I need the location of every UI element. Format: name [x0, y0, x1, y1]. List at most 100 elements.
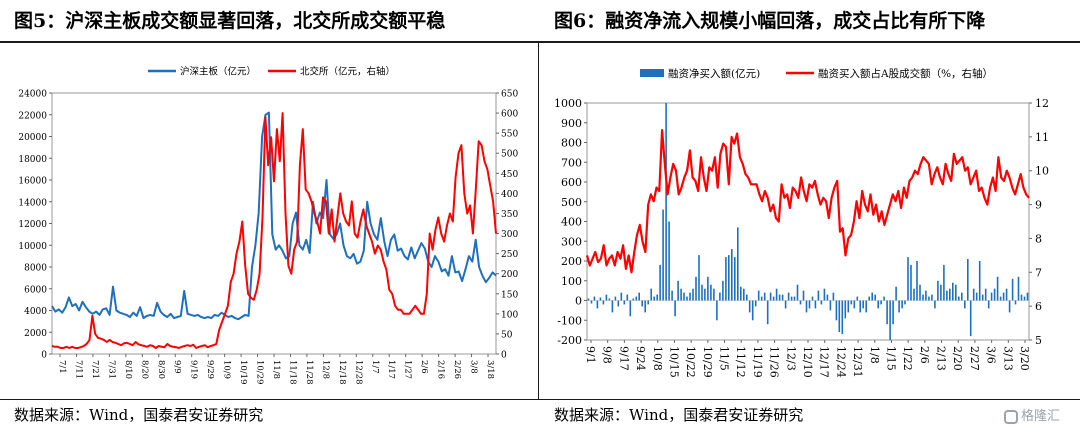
bar-net-financing	[871, 292, 873, 301]
bar-net-financing	[1017, 276, 1020, 301]
x-tick-label: 10/29	[255, 360, 265, 385]
bar-net-financing	[826, 294, 829, 301]
x-tick-label: 2/26	[452, 360, 462, 379]
series-line-main-board	[51, 111, 497, 321]
bar-net-financing	[1002, 292, 1005, 301]
bar-net-financing	[710, 284, 712, 301]
x-tick-label: 9/1	[584, 346, 597, 364]
bar-net-financing	[644, 300, 646, 313]
bar-net-financing	[955, 284, 957, 301]
bar-net-financing	[937, 280, 939, 301]
left-figure-title: 图5：沪深主板成交额显著回落，北交所成交额平稳	[14, 10, 446, 32]
bar-net-financing	[713, 288, 715, 301]
right-y-tick-label: 350	[501, 210, 518, 220]
bar-net-financing	[820, 300, 823, 305]
x-tick-label: 1/7	[370, 360, 380, 374]
left-y-tick-label: 6000	[24, 285, 47, 295]
right-y-tick-label: 300	[501, 230, 518, 240]
right-figure-title: 图6：融资净流入规模小幅回落，成交占比有所下降	[554, 10, 986, 32]
bar-net-financing	[841, 300, 844, 335]
x-tick-label: 1/15	[884, 346, 897, 371]
x-tick-label: 3/18	[485, 360, 495, 379]
bar-net-financing	[919, 284, 921, 301]
left-y-tick-label: 100	[561, 275, 582, 288]
x-tick-label: 11/28	[304, 360, 314, 385]
left-y-tick-label: 900	[561, 117, 582, 130]
series-line-bse	[51, 112, 497, 349]
left-y-tick-label: 0	[575, 295, 582, 308]
bar-net-financing	[802, 290, 805, 301]
bar-net-financing	[868, 296, 870, 301]
x-tick-label: 11/26	[768, 346, 781, 378]
bar-net-financing	[910, 264, 912, 301]
bar-net-financing	[602, 300, 605, 305]
x-tick-label: 11/18	[287, 360, 297, 385]
left-y-tick-label: 600	[561, 176, 582, 189]
bar-net-financing	[668, 221, 670, 301]
x-tick-label: 3/20	[1018, 346, 1031, 371]
bar-net-financing	[916, 261, 918, 301]
watermark-logo-icon	[1004, 409, 1018, 424]
bar-net-financing	[940, 284, 942, 301]
bar-net-financing	[695, 276, 697, 301]
bottom-divider	[0, 399, 1080, 400]
bar-net-financing	[734, 257, 736, 301]
right-y-tick-label: 250	[501, 250, 518, 260]
bar-net-financing	[656, 294, 658, 301]
left-y-tick-label: 10000	[18, 242, 47, 252]
x-tick-label: 10/19	[238, 360, 248, 385]
bar-net-financing	[743, 288, 745, 301]
bar-net-financing	[877, 300, 879, 309]
bar-net-financing	[999, 296, 1002, 301]
watermark: 格隆汇	[1004, 405, 1060, 424]
x-tick-label: 11/8	[271, 360, 281, 379]
right-y-tick-label: 11	[1035, 131, 1049, 144]
left-y-tick-label: 1000	[554, 97, 582, 110]
right-y-tick-label: 600	[501, 110, 518, 120]
bar-net-financing	[635, 296, 638, 301]
legend-label-bse: 北交所（亿元，右轴）	[300, 66, 395, 78]
bar-net-financing	[886, 300, 888, 325]
x-tick-label: 1/8	[868, 346, 881, 364]
left-y-tick-label: 400	[561, 216, 582, 229]
bar-net-financing	[978, 261, 981, 301]
bar-net-financing	[746, 294, 748, 301]
bar-net-financing	[805, 300, 808, 313]
bar-net-financing	[883, 296, 885, 301]
bar-net-financing	[781, 294, 784, 301]
x-tick-label: 9/8	[601, 346, 614, 364]
left-y-tick-label: 300	[561, 235, 582, 248]
right-y-tick-label: 5	[1035, 334, 1042, 347]
x-tick-label: 7/31	[106, 360, 116, 379]
plot-frame	[51, 92, 497, 355]
bar-net-financing	[913, 288, 915, 301]
bar-net-financing	[1005, 288, 1008, 301]
left-y-tick-label: 14000	[18, 198, 47, 208]
bar-net-financing	[638, 292, 640, 301]
bar-net-financing	[677, 280, 679, 301]
right-y-tick-label: 6	[1035, 300, 1042, 313]
bar-net-financing	[847, 300, 850, 313]
x-tick-label: 10/22	[684, 346, 697, 378]
bar-net-financing	[650, 288, 652, 301]
x-tick-label: 10/15	[667, 346, 680, 378]
bar-net-financing	[623, 300, 626, 305]
bar-net-financing	[874, 294, 876, 301]
left-y-tick-label: 0	[41, 351, 47, 361]
left-y-tick-label: 2000	[24, 329, 47, 339]
bar-net-financing	[793, 296, 796, 301]
bar-net-financing	[778, 294, 781, 301]
right-y-tick-label: 12	[1035, 97, 1049, 110]
watermark-text: 格隆汇	[1021, 409, 1061, 424]
bar-net-financing	[590, 300, 593, 304]
bar-net-financing	[1023, 296, 1026, 301]
bar-net-financing	[943, 264, 945, 301]
bar-net-financing	[990, 292, 993, 301]
x-tick-label: 11/19	[751, 346, 764, 378]
bar-net-financing	[949, 288, 951, 301]
left-y-tick-label: 18000	[18, 155, 47, 165]
x-tick-label: 11/12	[734, 346, 747, 378]
x-tick-label: 10/29	[701, 346, 714, 378]
bar-net-financing	[701, 284, 703, 301]
bar-net-financing	[889, 300, 891, 340]
